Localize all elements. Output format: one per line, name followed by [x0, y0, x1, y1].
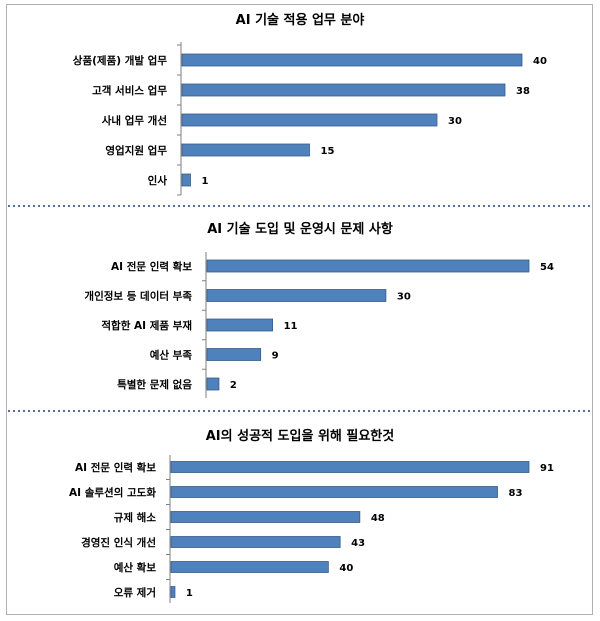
category-label: 예산 부족 [150, 349, 193, 362]
chart-frame [6, 4, 593, 615]
value-label: 30 [397, 292, 411, 303]
category-label: 예산 확보 [114, 561, 157, 574]
bar [170, 586, 176, 598]
bar [170, 461, 530, 473]
bar [181, 143, 310, 157]
bar [170, 561, 329, 573]
value-label: 9 [272, 351, 279, 362]
value-label: 40 [339, 563, 353, 574]
category-label: 적합한 AI 제품 부재 [101, 319, 192, 332]
bar [206, 377, 220, 391]
chart-title-2: AI 기술 도입 및 운영시 문제 사항 [207, 221, 393, 237]
value-label: 83 [509, 488, 523, 499]
value-label: 54 [540, 262, 554, 273]
bar [181, 53, 523, 67]
value-label: 1 [186, 588, 193, 599]
category-label: 개인정보 등 데이터 부족 [84, 290, 192, 303]
chart-2: AI 전문 인력 확보 54 개인정보 등 데이터 부족 30 적합한 AI 제품 부재… [84, 252, 554, 398]
category-label: AI 전문 인력 확보 [75, 461, 156, 474]
bar [206, 318, 273, 332]
category-label: 사내 업무 개선 [102, 114, 167, 127]
value-label: 48 [371, 513, 385, 524]
bar [170, 536, 341, 548]
chart-1: 상품(제품) 개발 업무 40 고객 서비스 업무 38 사내 업무 개선 30 영업지원 … [73, 42, 547, 196]
category-label: 오류 제거 [114, 586, 156, 599]
category-label: 고객 서비스 업무 [92, 84, 167, 97]
bar [206, 348, 262, 361]
bar [206, 289, 387, 302]
value-label: 30 [448, 116, 462, 127]
bar [181, 83, 506, 97]
chart-title-3: AI의 성공적 도입을 위해 필요한것 [206, 428, 395, 444]
value-label: 38 [516, 86, 530, 97]
category-label: AI 전문 인력 확보 [111, 260, 192, 273]
category-label: 영업지원 업무 [105, 144, 167, 157]
chart-3: AI 전문 인력 확보 91 AI 솔루션의 고도화 83 규제 해소 48 경영진 인식 … [69, 455, 554, 603]
category-label: 상품(제품) 개발 업무 [73, 54, 168, 67]
value-label: 11 [284, 321, 298, 332]
value-label: 2 [230, 380, 237, 391]
bar [206, 259, 530, 273]
bars-layer: 상품(제품) 개발 업무 40 고객 서비스 업무 38 사내 업무 개선 30 영업지원 … [69, 42, 554, 603]
category-label: 특별한 문제 없음 [117, 378, 192, 391]
value-label: 91 [540, 463, 554, 474]
chart-title-1: AI 기술 적용 업무 분야 [236, 12, 365, 28]
value-label: 1 [202, 176, 209, 187]
value-label: 43 [351, 538, 365, 549]
bar [181, 173, 191, 187]
bar [181, 113, 438, 127]
value-label: 40 [533, 56, 547, 67]
category-label: 인사 [148, 174, 168, 187]
bar [170, 511, 361, 523]
value-label: 15 [321, 146, 335, 157]
category-label: AI 솔루션의 고도화 [69, 486, 156, 499]
category-label: 경영진 인식 개선 [81, 536, 156, 549]
category-label: 규제 해소 [114, 511, 157, 524]
bar [170, 486, 498, 498]
